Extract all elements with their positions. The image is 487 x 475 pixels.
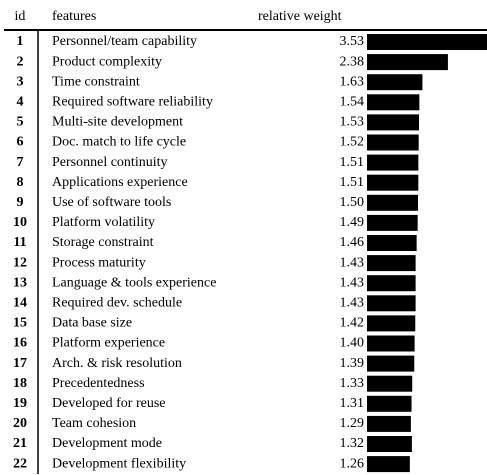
- row-id: 9: [17, 195, 24, 210]
- feature: Storage constraint: [52, 235, 154, 250]
- feature: Team cohesion: [52, 416, 136, 431]
- weight: 1.39: [340, 356, 365, 371]
- weight-bar: [367, 214, 418, 231]
- row-id: 8: [17, 175, 24, 190]
- row-id: 7: [17, 155, 24, 170]
- weight: 2.38: [340, 54, 365, 69]
- feature: Development flexibility: [52, 456, 186, 471]
- row-id: 3: [17, 74, 24, 89]
- row-id: 18: [13, 376, 27, 391]
- weight: 3.53: [340, 34, 365, 49]
- weight-bar: [367, 315, 416, 332]
- feature: Personnel continuity: [52, 155, 168, 170]
- weight: 1.43: [340, 275, 365, 290]
- weight: 1.51: [340, 175, 365, 190]
- row-id: 5: [17, 115, 24, 130]
- row-id: 20: [13, 416, 27, 431]
- weight-bar: [367, 174, 419, 191]
- row-id: 22: [13, 456, 27, 471]
- feature: Developed for reuse: [52, 396, 166, 411]
- weight: 1.50: [340, 195, 365, 210]
- feature: Arch. & risk resolution: [52, 356, 182, 371]
- weight: 1.52: [340, 135, 365, 150]
- row-id: 2: [17, 54, 24, 69]
- weight: 1.46: [340, 235, 365, 250]
- feature: Process maturity: [52, 255, 146, 270]
- feature: Development mode: [52, 436, 162, 451]
- weight-bar: [367, 415, 411, 432]
- feature: Required software reliability: [52, 95, 213, 110]
- weight-bar: [367, 34, 487, 50]
- row-id: 12: [13, 255, 27, 270]
- weight-bar: [367, 94, 420, 111]
- feature: Time constraint: [52, 74, 140, 89]
- header-id: id: [15, 9, 26, 24]
- feature: Required dev. schedule: [52, 296, 182, 311]
- feature: Product complexity: [52, 54, 162, 69]
- weight-bar: [367, 335, 415, 352]
- weight: 1.29: [340, 416, 365, 431]
- weight-bar: [367, 355, 415, 372]
- row-id: 1: [17, 34, 24, 49]
- row-id: 6: [17, 135, 24, 150]
- row-id: 15: [13, 316, 27, 331]
- weight-bar: [367, 275, 416, 292]
- row-id: 13: [13, 275, 27, 290]
- weight-bar: [367, 54, 448, 71]
- weight-bar: [367, 295, 416, 312]
- weight: 1.49: [340, 215, 365, 230]
- weight-bar: [367, 456, 410, 473]
- weight: 1.54: [340, 95, 365, 110]
- weight-bar: [367, 255, 416, 272]
- weight: 1.31: [340, 396, 365, 411]
- feature: Personnel/team capability: [52, 34, 197, 49]
- weight-bar: [367, 375, 413, 392]
- weight-bar: [367, 134, 419, 151]
- weight: 1.53: [340, 115, 365, 130]
- header-features: features: [52, 9, 96, 24]
- feature: Doc. match to life cycle: [52, 135, 186, 150]
- row-id: 17: [13, 356, 27, 371]
- weight-bar: [367, 74, 423, 91]
- feature: Use of software tools: [52, 195, 171, 210]
- weight-bar: [367, 235, 417, 251]
- weight: 1.43: [340, 255, 365, 270]
- weight: 1.51: [340, 155, 365, 170]
- weight: 1.42: [340, 316, 365, 331]
- row-id: 16: [13, 336, 27, 351]
- weight-bar: [367, 436, 412, 452]
- row-id: 11: [13, 235, 26, 250]
- weight-bar: [367, 395, 412, 412]
- row-id: 10: [13, 215, 27, 230]
- feature: Platform experience: [52, 336, 165, 351]
- weight: 1.26: [340, 456, 365, 471]
- feature: Data base size: [52, 316, 132, 331]
- feature: Applications experience: [52, 175, 188, 190]
- weight-bar: [367, 114, 420, 131]
- row-id: 19: [13, 396, 27, 411]
- weight: 1.32: [340, 436, 365, 451]
- feature: Precedentedness: [52, 376, 145, 391]
- header-weight: relative weight: [258, 9, 342, 24]
- row-id: 14: [13, 296, 27, 311]
- weight: 1.33: [340, 376, 365, 391]
- row-id: 4: [17, 95, 24, 110]
- feature: Multi-site development: [52, 115, 183, 130]
- feature: Language & tools experience: [52, 275, 216, 290]
- row-id: 21: [13, 436, 27, 451]
- weight: 1.43: [340, 296, 365, 311]
- weight: 1.40: [340, 336, 365, 351]
- weight: 1.63: [340, 74, 365, 89]
- weight-bar: [367, 194, 418, 211]
- feature: Platform volatility: [52, 215, 155, 230]
- weight-bar: [367, 154, 419, 171]
